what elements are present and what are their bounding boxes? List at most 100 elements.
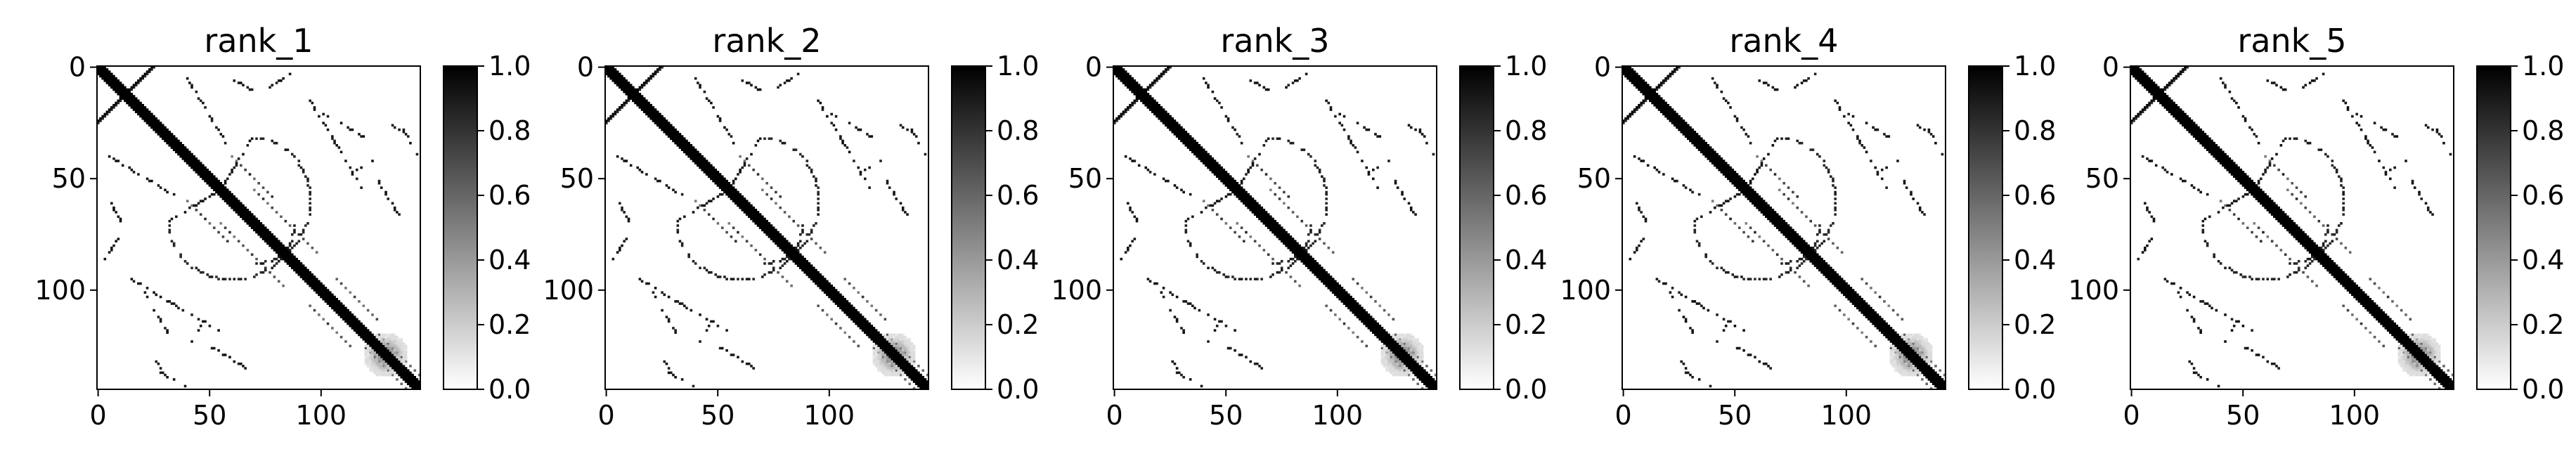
heatmap-cell (783, 251, 787, 254)
heatmap-cell (1361, 318, 1364, 321)
heatmap-cell (288, 224, 292, 227)
heatmap-cell (153, 115, 155, 118)
heatmap-cell (99, 74, 102, 78)
heatmap-cell (318, 291, 321, 294)
heatmap-cell (790, 249, 793, 252)
heatmap-cell (224, 353, 227, 356)
heatmap-cell (1120, 68, 1123, 71)
heatmap-cell (656, 124, 659, 127)
heatmap-cell (690, 150, 693, 154)
heatmap-cell (304, 275, 307, 278)
heatmap-cell (1148, 106, 1152, 109)
heatmap-cell (750, 217, 753, 221)
heatmap-cell (1392, 373, 1395, 377)
heatmap-cell (1213, 162, 1217, 164)
heatmap-cell (680, 146, 684, 149)
heatmap-cell (373, 344, 376, 348)
heatmap-cell (652, 108, 655, 111)
heatmap-cell (645, 110, 648, 114)
heatmap-cell (404, 369, 408, 372)
heatmap-cell (730, 188, 733, 192)
heatmap-cell (627, 219, 630, 223)
heatmap-cell (315, 289, 318, 292)
x-tick-label: 50 (193, 400, 226, 431)
heatmap-cell (777, 238, 779, 240)
heatmap-cell (1260, 215, 1263, 219)
heatmap-cell (121, 97, 124, 100)
heatmap-cell (859, 171, 862, 174)
heatmap-cell (1399, 346, 1402, 350)
heatmap-cell (172, 148, 176, 151)
heatmap-cell (868, 325, 871, 327)
heatmap-cell (758, 88, 762, 91)
heatmap-cell (884, 333, 887, 337)
heatmap-cell (166, 375, 169, 379)
heatmap-cell (857, 166, 860, 169)
heatmap-cell (360, 329, 363, 332)
heatmap-cell (233, 79, 236, 82)
heatmap-cell (1122, 112, 1125, 116)
heatmap-cell (157, 124, 160, 127)
y-tick-label: 0 (69, 52, 86, 83)
heatmap-cell (699, 204, 701, 207)
heatmap-cell (732, 141, 735, 145)
heatmap-cell (349, 313, 352, 316)
heatmap-cell (830, 297, 833, 301)
heatmap-cell (823, 289, 827, 292)
heatmap-cell (739, 193, 742, 196)
heatmap-cell (242, 152, 245, 156)
heatmap-cell (398, 367, 401, 370)
heatmap-cell (1399, 367, 1402, 370)
heatmap-cell (810, 228, 813, 232)
heatmap-cell (1325, 197, 1328, 200)
heatmap-cell (680, 144, 684, 147)
heatmap-cell (665, 124, 668, 127)
heatmap-cell (1340, 300, 1344, 303)
heatmap-cell (315, 291, 318, 294)
heatmap-cell (848, 304, 851, 308)
heatmap-cell (204, 168, 207, 171)
heatmap-cell (242, 206, 245, 209)
heatmap-cell (661, 291, 664, 294)
heatmap-cell (396, 344, 399, 348)
heatmap-cell (663, 117, 666, 120)
heatmap-cell (897, 338, 900, 341)
heatmap-cell (685, 141, 688, 145)
heatmap-cell (250, 226, 254, 229)
heatmap-cell (1207, 266, 1210, 270)
heatmap-cell (1374, 333, 1377, 337)
heatmap-cell (899, 340, 902, 343)
heatmap-cell (1642, 82, 1645, 84)
heatmap-cell (874, 356, 878, 358)
heatmap-cell (280, 79, 283, 82)
heatmap-cell (785, 79, 789, 82)
heatmap-cell (1156, 106, 1158, 109)
heatmap-cell (710, 168, 713, 171)
heatmap-cell (647, 108, 650, 111)
heatmap-cell (1215, 213, 1219, 216)
heatmap-cell (718, 181, 722, 185)
heatmap-cell (168, 300, 171, 303)
heatmap-cell (339, 304, 343, 308)
heatmap-cell (1380, 346, 1384, 350)
heatmap-cell (179, 144, 182, 147)
heatmap-cell (1352, 311, 1355, 314)
heatmap-cell (322, 287, 325, 290)
heatmap-cell (293, 257, 296, 261)
heatmap-cell (302, 168, 305, 171)
heatmap-cell (799, 264, 802, 267)
heatmap-cell (1378, 304, 1382, 308)
heatmap-cell (1269, 177, 1272, 181)
heatmap-cell (159, 320, 162, 323)
heatmap-cell (358, 327, 361, 330)
heatmap-cell (1151, 82, 1154, 84)
heatmap-cell (914, 378, 918, 381)
heatmap-cell (1160, 110, 1163, 114)
heatmap-cell (362, 327, 365, 330)
heatmap-cell (638, 168, 642, 171)
heatmap-cell (678, 217, 682, 221)
heatmap-cell (409, 382, 412, 386)
heatmap-cell (632, 97, 635, 100)
heatmap-cell (1367, 325, 1371, 327)
heatmap-cell (1271, 224, 1274, 227)
